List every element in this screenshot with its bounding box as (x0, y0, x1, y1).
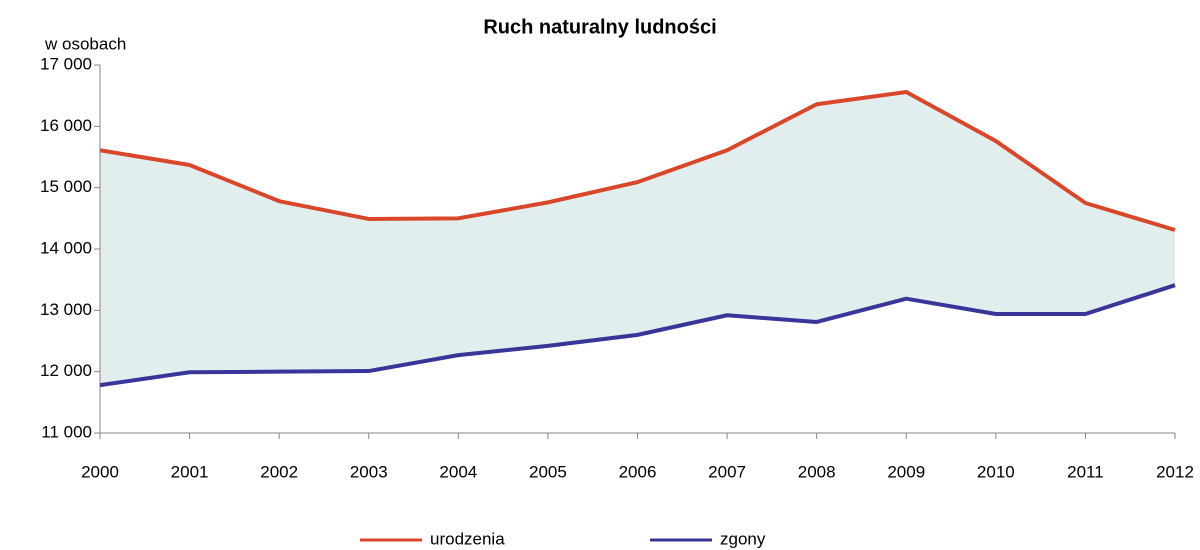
line-series (99, 283, 1176, 388)
x-tick-label: 2012 (1156, 462, 1194, 481)
x-tick-label: 2003 (350, 462, 388, 481)
x-tick-label: 2001 (171, 462, 209, 481)
y-axis-label: w osobach (44, 34, 126, 53)
y-tick-label: 15 000 (40, 177, 92, 196)
x-tick-label: 2008 (798, 462, 836, 481)
x-tick-label: 2006 (619, 462, 657, 481)
y-tick-label: 12 000 (40, 361, 92, 380)
x-tick-label: 2011 (1067, 462, 1104, 481)
y-tick-label: 17 000 (40, 54, 92, 73)
x-tick-label: 2009 (887, 462, 925, 481)
x-tick-label: 2007 (708, 462, 746, 481)
legend-label: zgony (720, 529, 766, 548)
line-series (99, 89, 1176, 232)
fill-area (100, 91, 1175, 386)
x-tick-label: 2002 (260, 462, 298, 481)
x-tick-label: 2005 (529, 462, 567, 481)
x-tick-label: 2010 (977, 462, 1015, 481)
x-tick-label: 2000 (81, 462, 119, 481)
x-tick-label: 2004 (439, 462, 477, 481)
legend-label: urodzenia (430, 529, 505, 548)
y-tick-label: 13 000 (40, 300, 92, 319)
y-tick-label: 16 000 (40, 116, 92, 135)
chart-title: Ruch naturalny ludności (483, 16, 716, 38)
y-tick-label: 11 000 (41, 422, 92, 441)
y-tick-label: 14 000 (40, 238, 92, 257)
